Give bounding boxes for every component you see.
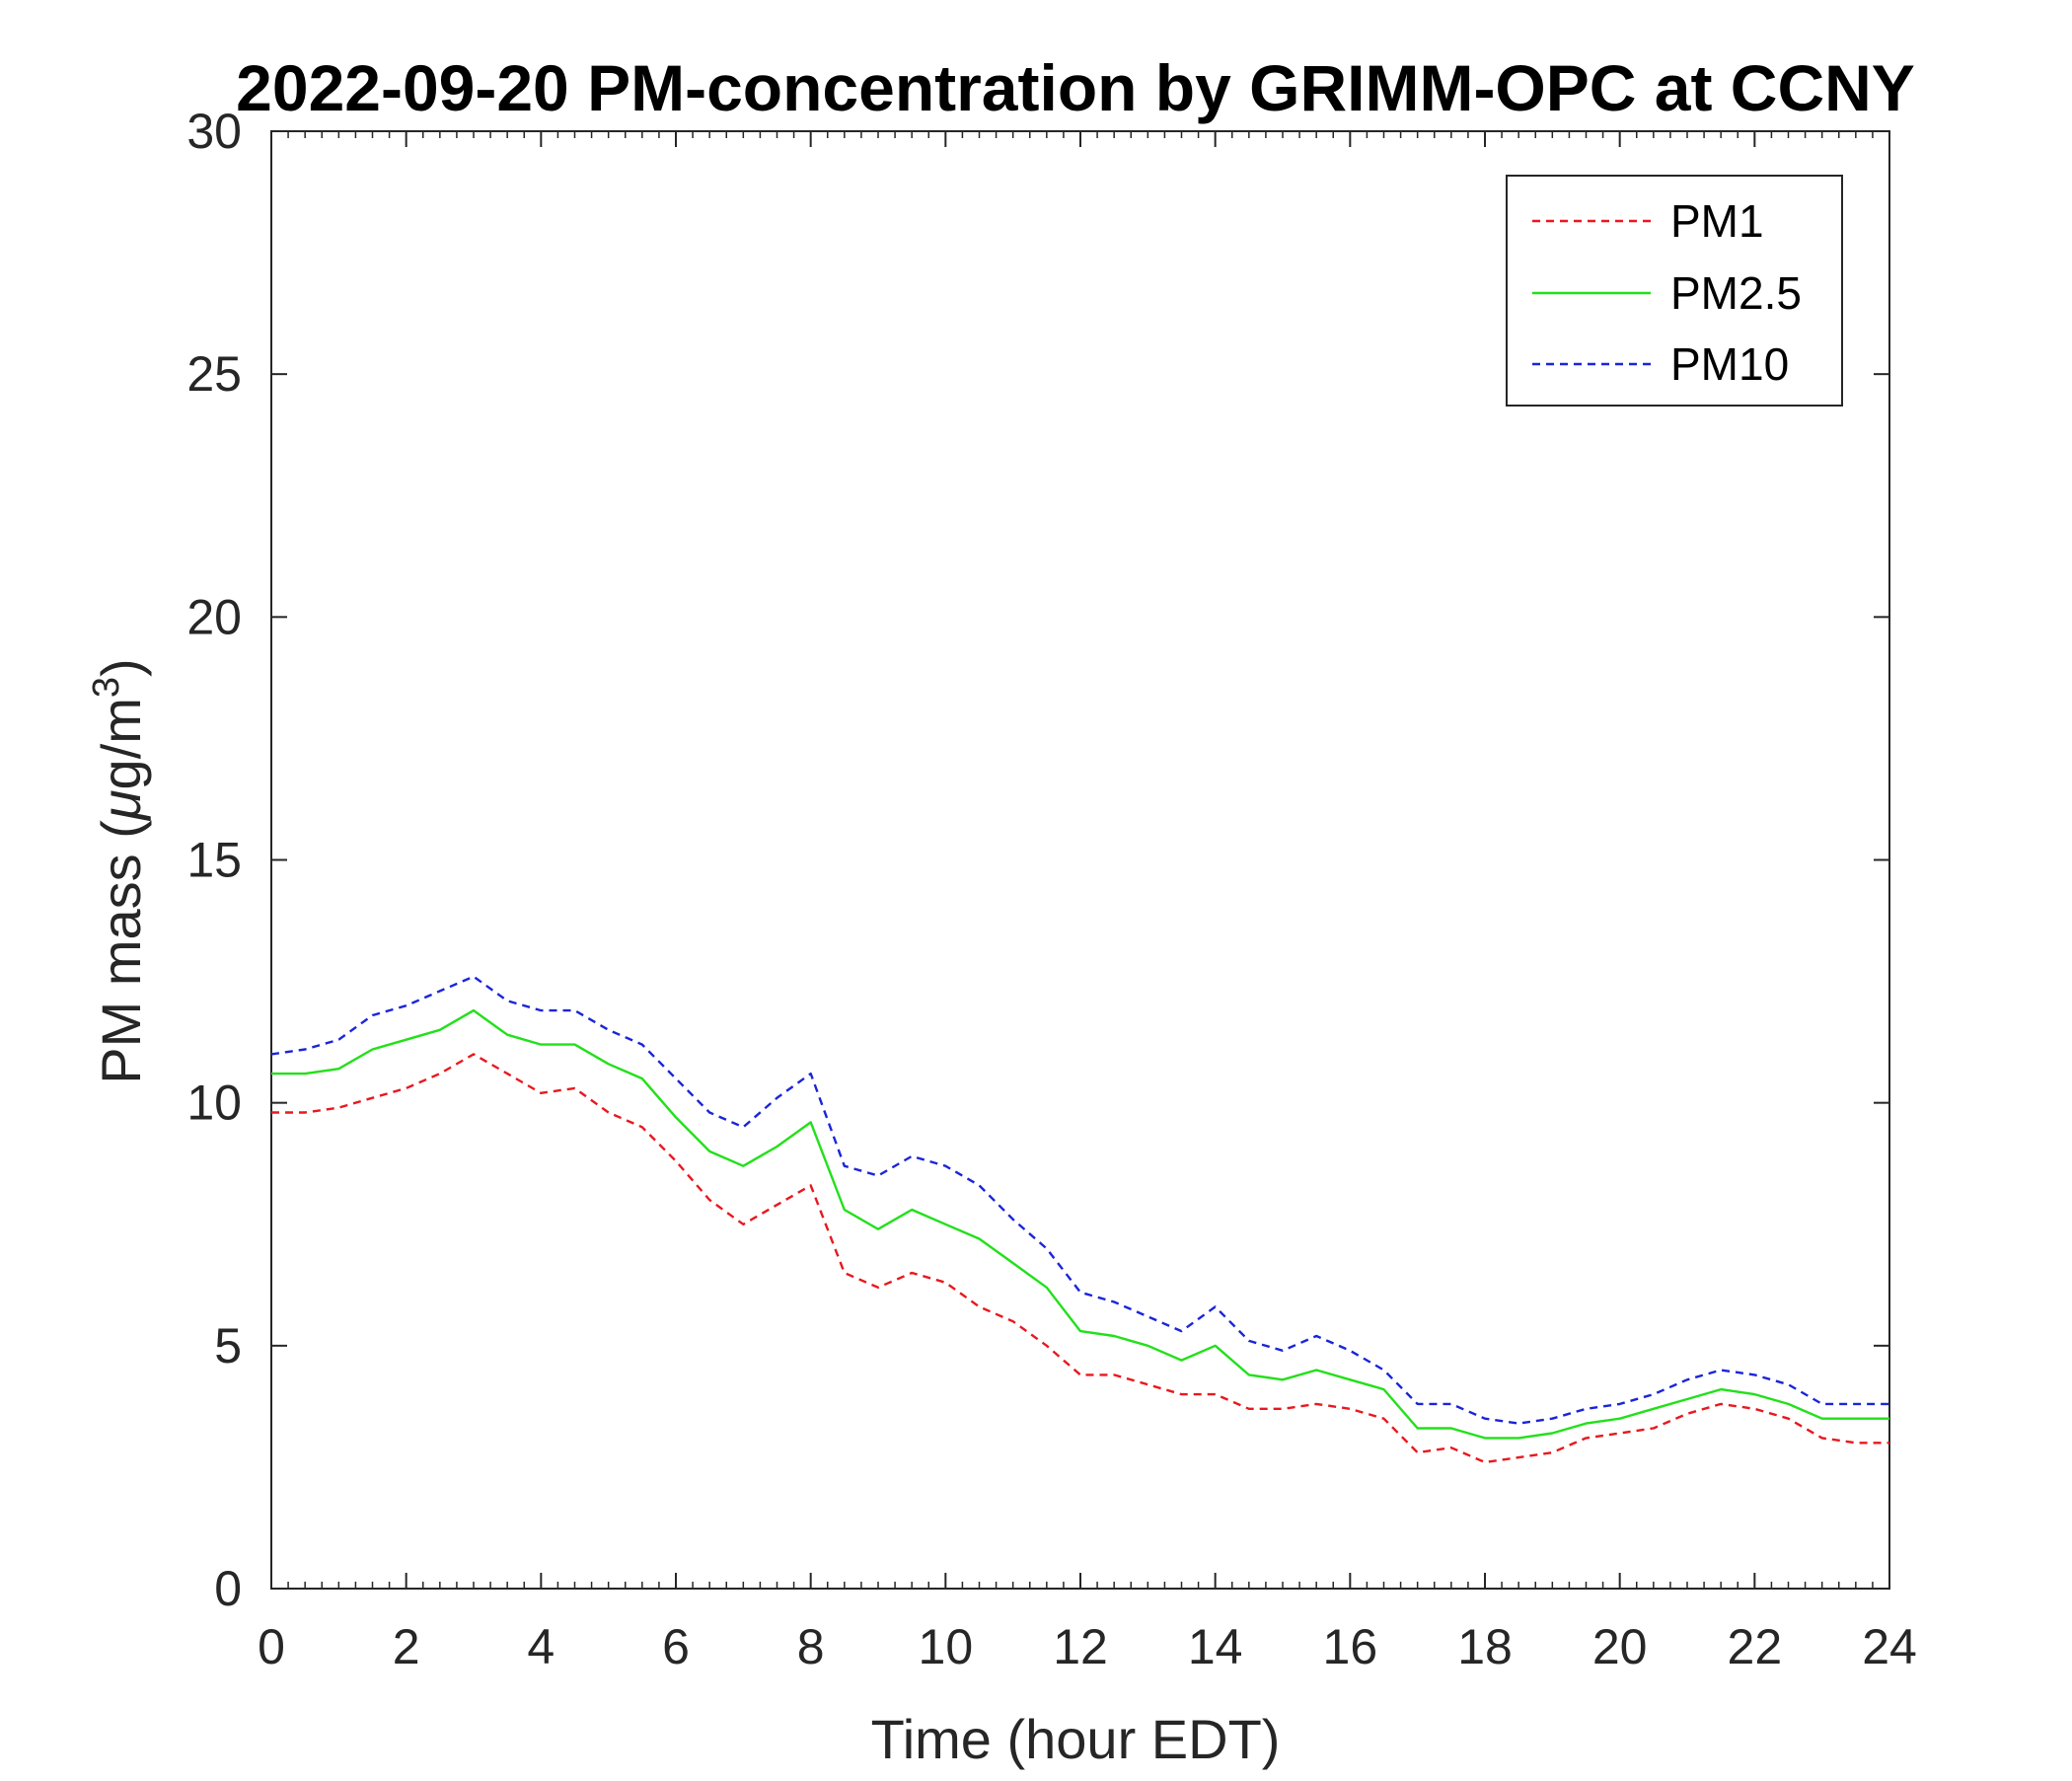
y-axis-label-exponent: 3: [86, 677, 127, 698]
y-axis-label-unit: g/m: [90, 698, 152, 789]
y-tick-label: 0: [214, 1561, 242, 1616]
legend-label-pm2-5: PM2.5: [1670, 267, 1802, 319]
series-line-pm2-5: [271, 1008, 1889, 1440]
x-tick-label: 22: [1728, 1619, 1783, 1674]
legend-label-pm10: PM10: [1670, 338, 1789, 390]
legend: PM1 PM2.5 PM10: [1506, 175, 1843, 407]
x-tick-label: 0: [258, 1619, 285, 1674]
chart-title: 2022-09-20 PM-concentration by GRIMM-OPC…: [236, 51, 1915, 124]
x-tick-label: 14: [1188, 1619, 1243, 1674]
y-axis-label-prefix: PM mass (: [90, 820, 152, 1084]
legend-box: [1506, 175, 1843, 407]
series-line-pm1: [271, 1053, 1889, 1464]
x-tick-label: 4: [527, 1619, 555, 1674]
y-axis-label-mu: μ: [90, 789, 152, 822]
x-tick-label: 16: [1323, 1619, 1378, 1674]
y-tick-label: 10: [186, 1076, 242, 1131]
y-axis-label-suffix: ): [90, 658, 152, 677]
y-tick-label: 5: [214, 1318, 242, 1373]
y-tick-label: 20: [186, 589, 242, 644]
y-tick-label: 30: [186, 104, 242, 159]
x-tick-label: 10: [919, 1619, 974, 1674]
x-tick-label: 8: [797, 1619, 825, 1674]
x-tick-label: 24: [1862, 1619, 1917, 1674]
y-axis-label: PM mass (μg/m3): [86, 658, 152, 1083]
x-tick-label: 6: [662, 1619, 690, 1674]
x-tick-label: 12: [1053, 1619, 1108, 1674]
x-axis-label: Time (hour EDT): [871, 1708, 1281, 1770]
y-tick-label: 15: [186, 833, 242, 888]
x-tick-label: 18: [1457, 1619, 1513, 1674]
y-tick-label: 25: [186, 346, 242, 402]
series-line-pm10: [270, 975, 1889, 1425]
legend-label-pm1: PM1: [1670, 195, 1764, 247]
x-tick-label: 20: [1592, 1619, 1648, 1674]
x-tick-label: 2: [393, 1619, 420, 1674]
